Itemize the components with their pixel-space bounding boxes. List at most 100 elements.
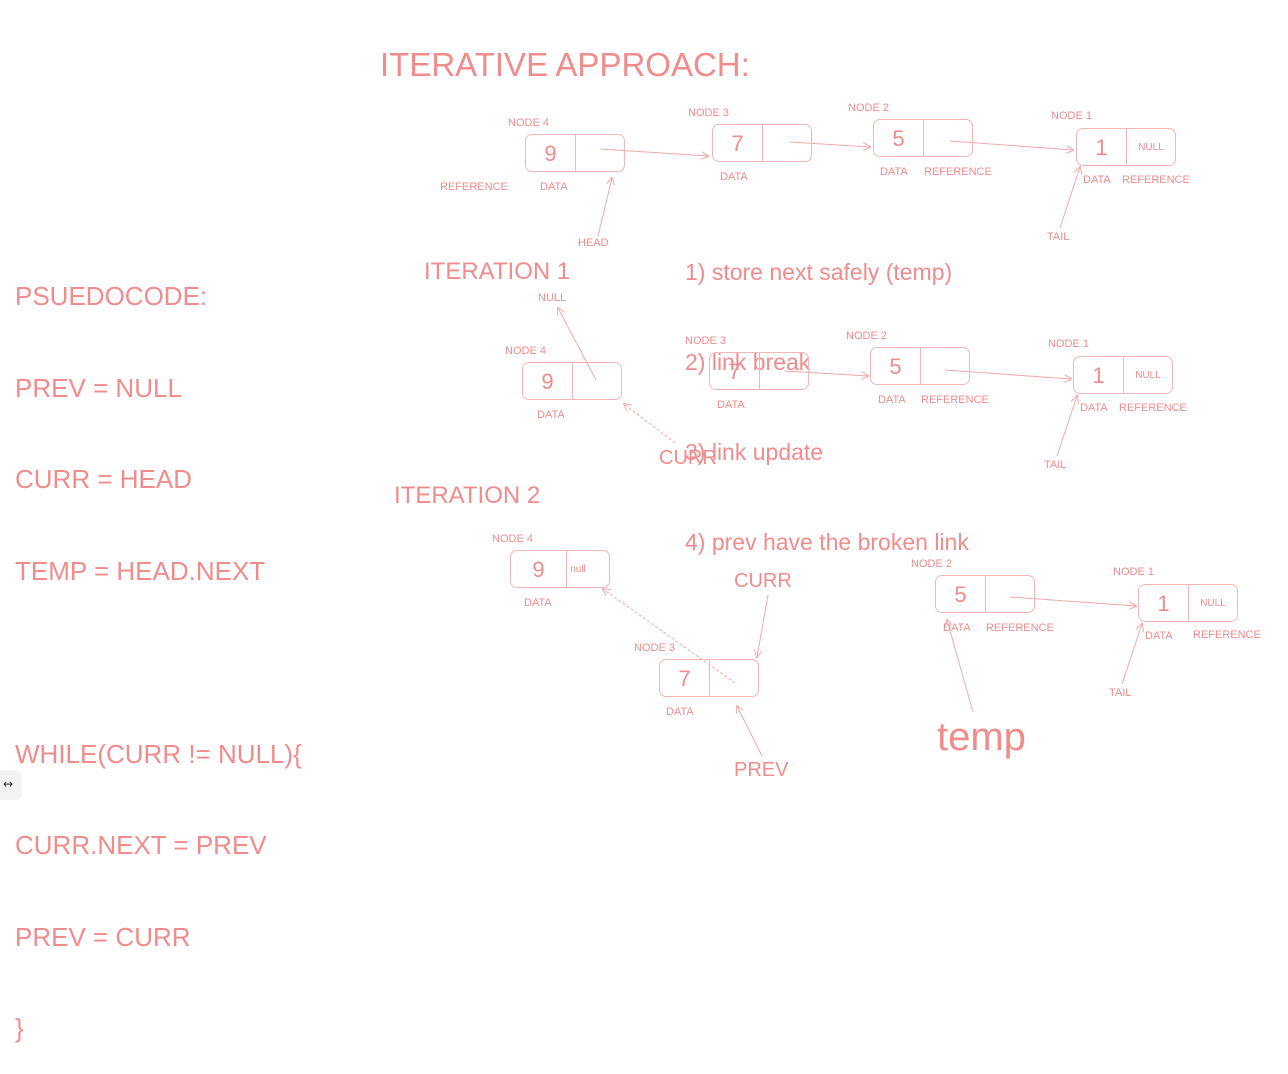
node2-box: 5 <box>870 347 970 385</box>
step-item: 1) store next safely (temp) <box>685 259 953 285</box>
node-reference-value: NULL <box>1138 142 1164 153</box>
node-reference-value: NULL <box>1200 598 1226 609</box>
node-reference-value <box>760 353 808 391</box>
arrow-node2-to-node1 <box>944 369 1071 379</box>
pseudocode-line: WHILE(CURR != NULL){ <box>15 738 302 769</box>
node1-name: NODE 1 <box>1113 566 1154 578</box>
node-data-value: 1 <box>1095 135 1108 160</box>
pseudocode-line: CURR.NEXT = PREV <box>15 830 267 860</box>
arrow-curr <box>624 404 676 444</box>
arrow-node3-to-node2 <box>789 141 870 147</box>
data-label: DATA <box>524 597 552 609</box>
data-label: DATA <box>1145 630 1173 642</box>
node2-box: 5 <box>935 575 1035 613</box>
node-data-value: 5 <box>889 354 902 379</box>
node-data-value: 5 <box>892 126 905 151</box>
pseudocode-line: } <box>15 1013 24 1043</box>
iteration-2-label: ITERATION 2 <box>394 482 541 509</box>
node4-name: NODE 4 <box>505 345 546 357</box>
data-label: DATA <box>880 166 908 178</box>
node-data-value: 7 <box>678 666 691 691</box>
data-label: DATA <box>943 622 971 634</box>
arrow-tail <box>1059 167 1080 229</box>
arrow-node3-to-node4 <box>603 589 736 684</box>
null-label: NULL <box>538 292 567 304</box>
page-title: ITERATIVE APPROACH: <box>380 46 750 83</box>
node-reference-value <box>763 125 811 163</box>
node2-box: 5 <box>873 119 973 157</box>
arrow-node3-to-node2 <box>784 370 868 376</box>
temp-pointer-label: temp <box>937 715 1026 759</box>
tail-label: TAIL <box>1109 687 1132 699</box>
node1-box: 1 NULL <box>1076 128 1176 166</box>
reference-label: REFERENCE <box>924 166 992 178</box>
tail-label: TAIL <box>1044 459 1067 471</box>
data-label: DATA <box>540 181 568 193</box>
node4-box: 9 null <box>510 550 610 588</box>
step-item: 3) link update <box>685 439 824 465</box>
iteration-1-label: ITERATION 1 <box>424 258 571 285</box>
data-label: DATA <box>720 171 748 183</box>
step-item: 2) link break <box>685 349 811 375</box>
reference-label: REFERENCE <box>1119 402 1187 414</box>
node4-box: 9 <box>525 134 625 172</box>
curr-pointer-label: CURR <box>734 570 792 592</box>
arrow-temp <box>947 620 974 713</box>
arrow-node4-to-null <box>558 308 597 381</box>
node-data-value: 9 <box>532 557 545 582</box>
node-reference-value <box>986 576 1034 614</box>
pseudocode-line: CURR = HEAD <box>15 464 192 494</box>
data-label: DATA <box>666 706 694 718</box>
node2-name: NODE 2 <box>846 330 887 342</box>
data-label: DATA <box>1083 174 1111 186</box>
arrow-curr <box>757 594 769 657</box>
node-data-value: 9 <box>541 369 554 394</box>
tail-label: TAIL <box>1047 231 1070 243</box>
reference-label: REFERENCE <box>1122 174 1190 186</box>
node1-name: NODE 1 <box>1048 338 1089 350</box>
reference-label: REFERENCE <box>440 181 508 193</box>
data-label: DATA <box>1080 402 1108 414</box>
node-data-value: 7 <box>731 131 744 156</box>
reference-label: REFERENCE <box>986 622 1054 634</box>
node-reference-value <box>710 660 758 698</box>
node-reference-value: NULL <box>1135 370 1161 381</box>
data-label: DATA <box>537 409 565 421</box>
node-data-value: 7 <box>728 359 741 384</box>
node3-name: NODE 3 <box>634 642 675 654</box>
arrow-node2-to-node1 <box>949 140 1073 150</box>
reference-label: REFERENCE <box>921 394 989 406</box>
prev-pointer-label: PREV <box>734 759 789 781</box>
pseudocode-line: TEMP = HEAD.NEXT <box>15 555 266 586</box>
arrow-tail <box>1056 396 1077 457</box>
node-data-value: 9 <box>544 141 557 166</box>
node1-name: NODE 1 <box>1051 110 1092 122</box>
pseudocode-line: PREV = CURR <box>15 921 191 952</box>
arrow-node4-to-node3 <box>599 148 708 156</box>
link-arrows <box>0 140 1288 757</box>
node-reference-value <box>921 348 969 386</box>
data-label: DATA <box>878 394 906 406</box>
node3-name: NODE 3 <box>688 107 729 119</box>
data-label: DATA <box>717 399 745 411</box>
steps-list: 1) store next safely (temp) 2) link brea… <box>685 197 969 587</box>
node3-name: NODE 3 <box>685 335 726 347</box>
node-data-value: 5 <box>954 582 967 607</box>
arrow-node2-to-node1 <box>1009 596 1136 606</box>
collapse-arrow-icon[interactable]: ↔ <box>0 770 22 800</box>
node-reference-value <box>573 363 621 401</box>
node-data-value: 1 <box>1157 591 1170 616</box>
pseudocode-line: PREV = NULL <box>15 372 182 403</box>
node4-box: 9 <box>522 362 622 400</box>
node-reference-value: null <box>570 564 586 575</box>
arrow-prev <box>737 706 763 757</box>
node1-box: 1 NULL <box>1073 356 1173 394</box>
node4-name: NODE 4 <box>492 533 533 545</box>
step-item: 4) prev have the broken link <box>685 529 969 555</box>
curr-pointer-label: CURR <box>659 447 717 469</box>
reference-label: REFERENCE <box>1193 629 1261 641</box>
node-reference-value <box>576 135 624 173</box>
node3-box: 7 <box>709 352 809 390</box>
node1-box: 1 NULL <box>1138 584 1238 622</box>
pseudocode-line: PSUEDOCODE: <box>15 281 208 311</box>
